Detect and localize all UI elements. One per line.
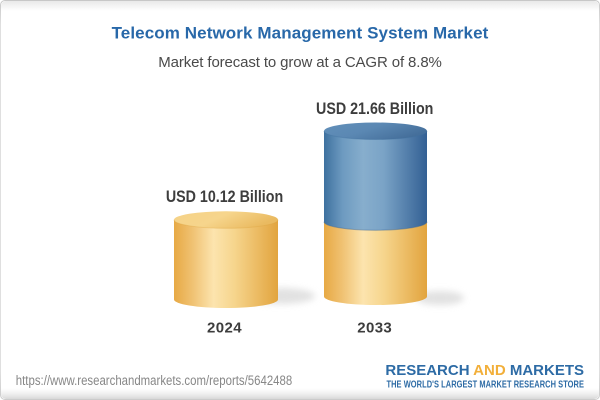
svg-text:2033: 2033 bbox=[357, 319, 392, 336]
svg-text:THE WORLD'S LARGEST MARKET RES: THE WORLD'S LARGEST MARKET RESEARCH STOR… bbox=[386, 378, 584, 389]
svg-text:2024: 2024 bbox=[207, 319, 242, 336]
svg-text:Telecom Network Management Sys: Telecom Network Management System Market bbox=[112, 24, 489, 43]
svg-text:https://www.researchandmarkets: https://www.researchandmarkets.com/repor… bbox=[16, 372, 292, 388]
svg-text:USD 10.12 Billion: USD 10.12 Billion bbox=[166, 188, 283, 206]
svg-text:Market forecast to grow at a C: Market forecast to grow at a CAGR of 8.8… bbox=[158, 54, 442, 71]
svg-text:RESEARCH AND MARKETS: RESEARCH AND MARKETS bbox=[385, 362, 584, 379]
svg-text:USD 21.66 Billion: USD 21.66 Billion bbox=[316, 100, 433, 118]
